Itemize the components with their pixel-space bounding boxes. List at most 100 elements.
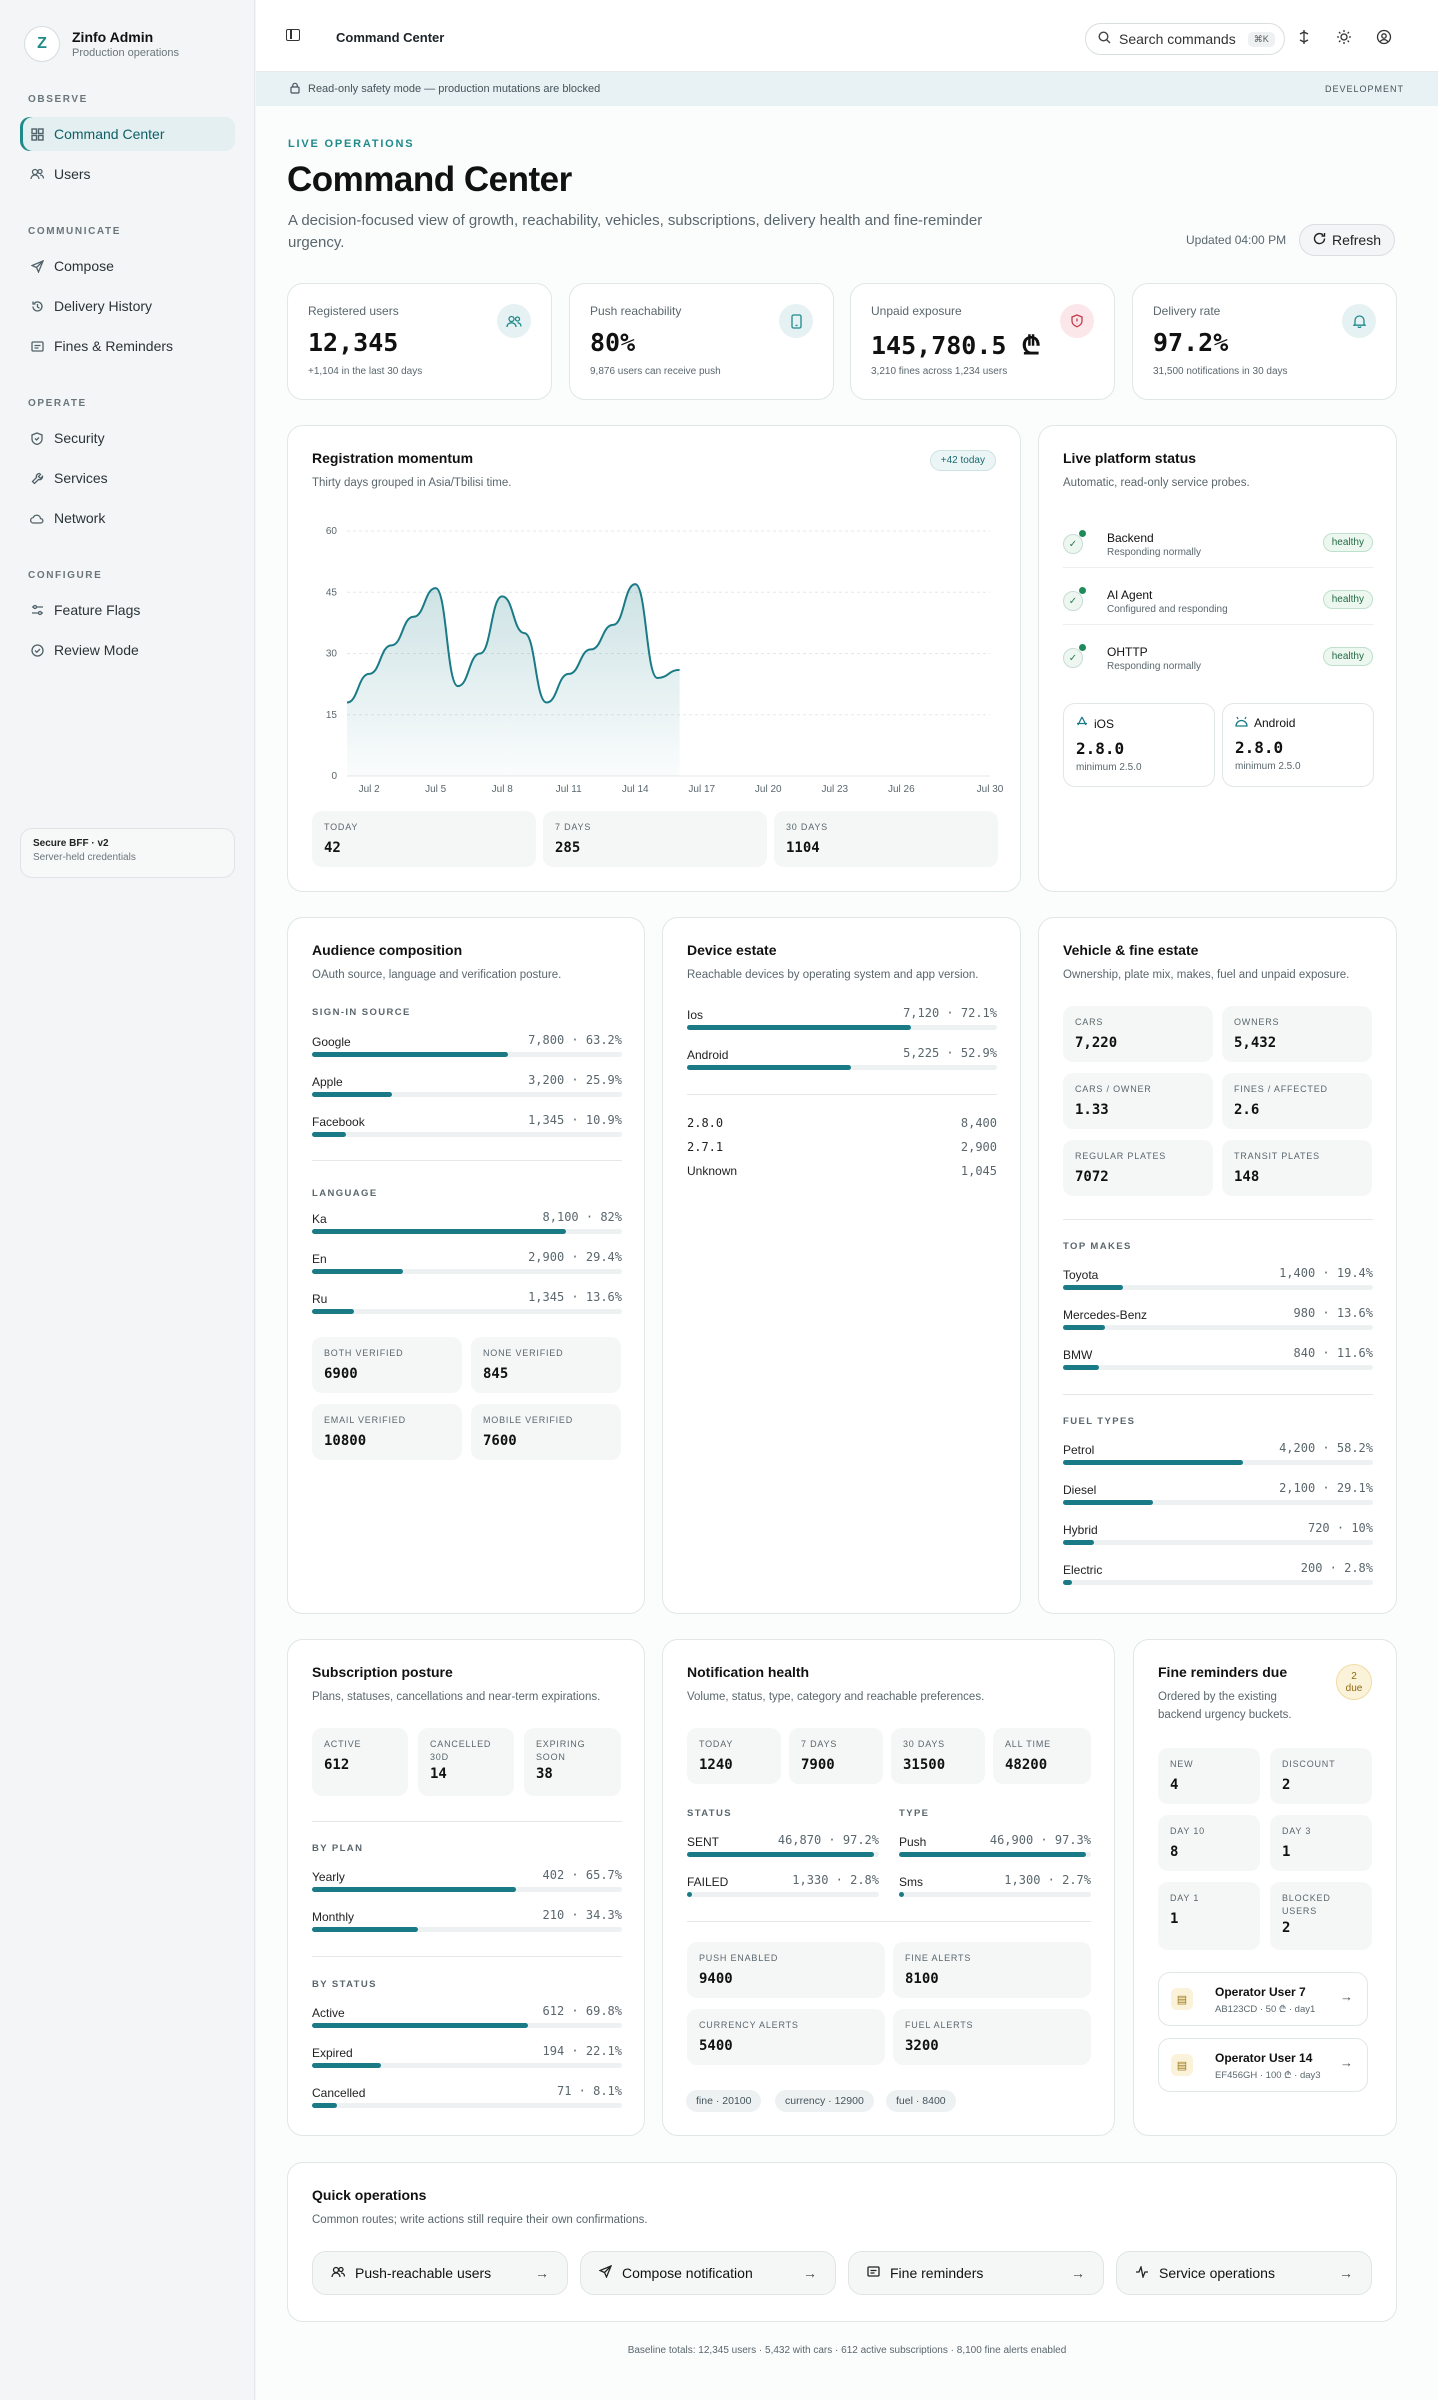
kpi-subtext: 3,210 fines across 1,234 users — [871, 366, 1008, 377]
service-row-ohttp[interactable]: ✓ OHTTP Responding normally healthy — [1063, 632, 1373, 682]
bar-row: Electric 200 · 2.8% — [1063, 1561, 1373, 1585]
stat-value: 7,220 — [1075, 1035, 1118, 1051]
quick-service-operations-button[interactable]: Service operations → — [1116, 2251, 1372, 2295]
x-tick-label: Jul 14 — [622, 784, 649, 795]
stat-discount: DISCOUNT 2 — [1270, 1748, 1372, 1804]
sidebar-item-delivery-history[interactable]: Delivery History — [20, 289, 235, 323]
sidebar-item-users[interactable]: Users — [20, 157, 235, 191]
version-name: Unknown — [687, 1164, 738, 1178]
safety-banner-text: Read-only safety mode — production mutat… — [308, 83, 601, 95]
quick-compose-notification-button[interactable]: Compose notification → — [580, 2251, 836, 2295]
x-tick-label: Jul 23 — [821, 784, 848, 795]
bar-track — [1063, 1580, 1373, 1585]
stat-label: CANCELLED 30D — [430, 1739, 492, 1762]
kpi-card-registered-users: Registered users 12,345 +1,104 in the la… — [287, 283, 552, 400]
quick-fine-reminders-button[interactable]: Fine reminders → — [848, 2251, 1104, 2295]
reminder-item[interactable]: ▤ Operator User 7 AB123CD · 50 ₾ · day1 … — [1158, 1972, 1368, 2026]
bar-track — [899, 1852, 1091, 1857]
bar-row: Monthly 210 · 34.3% — [312, 1908, 622, 1932]
card-title: Subscription posture — [312, 1664, 453, 1680]
arrow-right-icon: → — [1339, 2265, 1353, 2281]
reminder-item[interactable]: ▤ Operator User 14 EF456GH · 100 ₾ · day… — [1158, 2038, 1368, 2092]
sidebar-item-feature-flags[interactable]: Feature Flags — [20, 593, 235, 627]
topbar: Command Center Search commands ⌘K — [256, 0, 1438, 72]
bar-row: En 2,900 · 29.4% — [312, 1250, 622, 1274]
sidebar-item-network[interactable]: Network — [20, 501, 235, 535]
stat-label: PUSH ENABLED — [699, 1953, 779, 1963]
stat-label: 7 DAYS — [555, 822, 592, 832]
stat-label: TODAY — [324, 822, 359, 832]
stat-value: 38 — [536, 1766, 553, 1782]
bar-fill — [312, 1132, 346, 1137]
bar-track — [312, 1887, 622, 1892]
card-title: Audience composition — [312, 942, 463, 958]
bar-row: FAILED 1,330 · 2.8% — [687, 1873, 879, 1897]
bar-track — [312, 1927, 622, 1932]
stat-value: 14 — [430, 1766, 447, 1782]
due-count: 2 — [1351, 1671, 1357, 1682]
sidebar-item-fines-reminders[interactable]: Fines & Reminders — [20, 329, 235, 363]
kpi-subtext: +1,104 in the last 30 days — [308, 366, 423, 377]
bar-fill — [687, 1892, 693, 1897]
bar-fill — [312, 1092, 393, 1097]
bar-track — [312, 1092, 622, 1097]
bar-metric: 1,400 · 19.4% — [1279, 1266, 1373, 1280]
tools-icon[interactable] — [1295, 28, 1313, 46]
safety-banner: Read-only safety mode — production mutat… — [256, 72, 1438, 106]
service-row-ai-agent[interactable]: ✓ AI Agent Configured and responding hea… — [1063, 575, 1373, 625]
refresh-label: Refresh — [1331, 232, 1382, 248]
bar-row: Ru 1,345 · 13.6% — [312, 1290, 622, 1314]
quick-push-reachable-users-button[interactable]: Push-reachable users → — [312, 2251, 568, 2295]
quick-button-label: Service operations — [1159, 2265, 1275, 2281]
service-row-backend[interactable]: ✓ Backend Responding normally healthy — [1063, 518, 1373, 568]
brand[interactable]: Z Zinfo Admin Production operations — [0, 0, 254, 64]
android-icon — [1235, 716, 1248, 730]
stat-cancelled-30d: CANCELLED 30D 14 — [418, 1728, 514, 1796]
sidebar-item-compose[interactable]: Compose — [20, 249, 235, 283]
stat-both-verified: BOTH VERIFIED 6900 — [312, 1337, 462, 1393]
arrow-right-icon: → — [1340, 1989, 1353, 2004]
cloud-icon — [30, 511, 44, 525]
history-icon — [30, 299, 44, 313]
sidebar-item-services[interactable]: Services — [20, 461, 235, 495]
bar-track — [899, 1892, 1091, 1897]
y-tick-label: 15 — [326, 710, 338, 721]
sidebar-toggle-icon[interactable] — [286, 29, 300, 41]
secure-bff-card: Secure BFF · v2 Server-held credentials — [20, 828, 235, 878]
version-name: 2.7.1 — [687, 1140, 724, 1154]
search-input[interactable]: Search commands ⌘K — [1085, 23, 1285, 55]
arrow-right-icon: → — [535, 2265, 549, 2281]
stat-cars-per-owner: CARS / OWNER 1.33 — [1063, 1073, 1213, 1129]
bar-fill — [312, 2103, 338, 2108]
sidebar-item-security[interactable]: Security — [20, 421, 235, 455]
nav-section-configure: CONFIGURE — [28, 570, 103, 581]
search-placeholder: Search commands — [1119, 31, 1236, 47]
reminder-detail: AB123CD · 50 ₾ · day1 — [1215, 2004, 1316, 2015]
bar-metric: 5,225 · 52.9% — [903, 1046, 997, 1060]
bar-track — [312, 1309, 622, 1314]
bar-row: Hybrid 720 · 10% — [1063, 1521, 1373, 1545]
stat-fuel-alerts: FUEL ALERTS 3200 — [893, 2009, 1091, 2065]
bar-track — [1063, 1325, 1373, 1330]
card-subtitle: Ownership, plate mix, makes, fuel and un… — [1063, 969, 1350, 981]
stat-transit-plates: TRANSIT PLATES 148 — [1222, 1140, 1372, 1196]
bar-metric: 840 · 11.6% — [1293, 1346, 1373, 1360]
service-name: OHTTP — [1107, 645, 1148, 659]
stat-currency-alerts: CURRENCY ALERTS 5400 — [687, 2009, 885, 2065]
stat-label: 7 DAYS — [801, 1739, 838, 1749]
stat-email-verified: EMAIL VERIFIED 10800 — [312, 1404, 462, 1460]
bar-track — [312, 2103, 622, 2108]
stat-label: EMAIL VERIFIED — [324, 1415, 406, 1425]
bar-track — [312, 1229, 622, 1234]
bar-row: Cancelled 71 · 8.1% — [312, 2084, 622, 2108]
stat-value: 7900 — [801, 1757, 835, 1773]
stat-label: ALL TIME — [1005, 1739, 1051, 1749]
bar-row: Google 7,800 · 63.2% — [312, 1033, 622, 1057]
theme-toggle-icon[interactable] — [1335, 28, 1353, 46]
sidebar-item-command-center[interactable]: Command Center — [20, 117, 235, 151]
bar-metric: 402 · 65.7% — [542, 1868, 622, 1882]
account-icon[interactable] — [1375, 28, 1393, 46]
sidebar-item-review-mode[interactable]: Review Mode — [20, 633, 235, 667]
divider — [312, 1956, 622, 1957]
refresh-button[interactable]: Refresh — [1299, 224, 1395, 256]
